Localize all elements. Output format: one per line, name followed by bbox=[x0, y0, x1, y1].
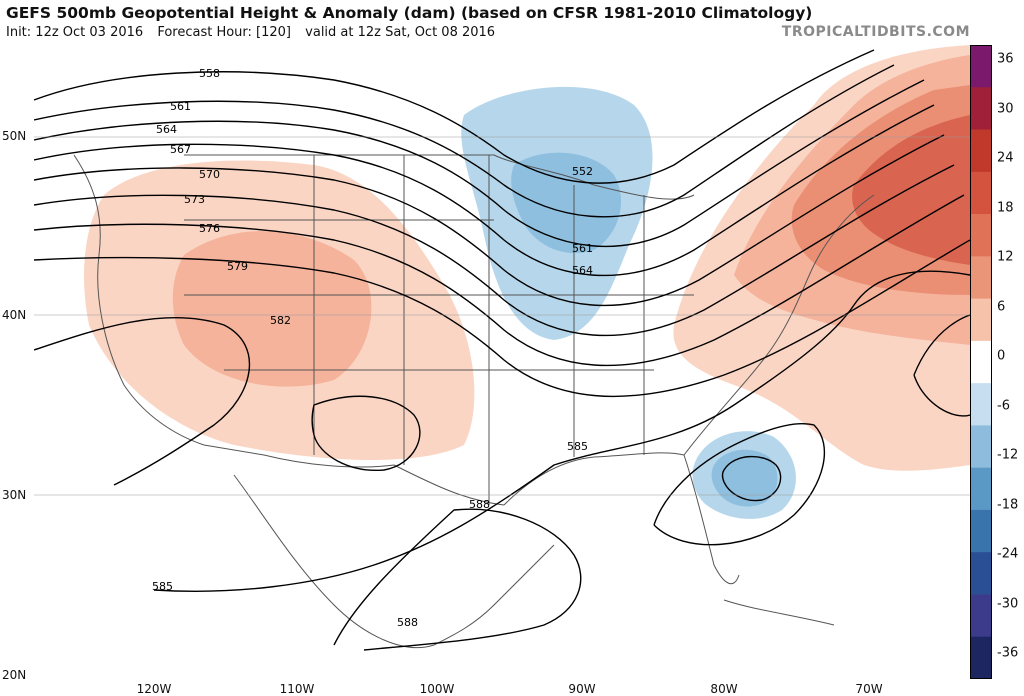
lon-label: 110W bbox=[279, 682, 315, 696]
contour-label: 588 bbox=[397, 616, 418, 629]
lon-label: 90W bbox=[568, 682, 596, 696]
colorbar-tick-label: 6 bbox=[997, 299, 1006, 314]
colorbar-segment bbox=[970, 509, 992, 553]
valid-time: valid at 12z Sat, Oct 08 2016 bbox=[305, 25, 496, 40]
lon-label: 80W bbox=[710, 682, 738, 696]
us-mexico-border bbox=[203, 444, 505, 506]
warm-anomaly-east-4 bbox=[852, 115, 970, 265]
chart-subtitle: Init: 12z Oct 03 2016 Forecast Hour: [12… bbox=[6, 25, 505, 40]
colorbar-tick-label: -6 bbox=[997, 398, 1010, 413]
gulf-coast bbox=[503, 452, 740, 585]
colorbar-tick-label: 36 bbox=[997, 51, 1014, 67]
contour-label: 570 bbox=[199, 168, 220, 181]
contour-label: 585 bbox=[152, 580, 173, 593]
lon-label: 120W bbox=[136, 682, 172, 696]
height-contours bbox=[34, 49, 970, 651]
colorbar-segment bbox=[970, 383, 992, 426]
colorbar-segment bbox=[970, 256, 992, 300]
contour-588-a bbox=[333, 508, 582, 651]
colorbar-tick-label: -30 bbox=[997, 596, 1019, 611]
chart-title: GEFS 500mb Geopotential Height & Anomaly… bbox=[6, 4, 813, 22]
colorbar-tick-label: 18 bbox=[997, 200, 1014, 215]
colorbar-tick-label: -18 bbox=[997, 497, 1019, 512]
contour-label: 588 bbox=[469, 498, 490, 511]
colorbar-segment bbox=[970, 552, 992, 595]
colorbar-segment bbox=[970, 214, 992, 257]
contour-label: 585 bbox=[567, 440, 588, 453]
contour-label: 564 bbox=[156, 123, 177, 136]
contour-label: 561 bbox=[170, 100, 191, 113]
warm-anomaly-west-inner bbox=[172, 231, 372, 387]
colorbar-segment bbox=[970, 45, 992, 88]
colorbar-segment bbox=[970, 425, 992, 469]
contour-588-b bbox=[653, 423, 826, 546]
contour-564 bbox=[34, 79, 925, 248]
colorbar-segment bbox=[970, 87, 992, 131]
mexico-coast bbox=[233, 474, 555, 649]
cool-anomaly-north-inner bbox=[511, 152, 622, 254]
contour-561 bbox=[34, 64, 895, 218]
lat-label: 40N bbox=[2, 308, 27, 322]
contour-label: 567 bbox=[170, 143, 191, 156]
colorbar-segment bbox=[970, 636, 992, 679]
contour-label: 558 bbox=[199, 67, 220, 80]
contour-low-se bbox=[721, 455, 782, 502]
graticule bbox=[34, 136, 970, 496]
init-time: Init: 12z Oct 03 2016 bbox=[6, 25, 144, 40]
contour-ring-east bbox=[913, 314, 970, 417]
colorbar-segment bbox=[970, 594, 992, 638]
anomaly-shading bbox=[84, 45, 970, 519]
colorbar-tick-label: 0 bbox=[997, 348, 1006, 364]
cuba bbox=[723, 599, 835, 626]
west-coast bbox=[73, 154, 205, 446]
colorbar-tick-label: -36 bbox=[997, 645, 1019, 661]
colorbar-segments bbox=[970, 45, 992, 679]
contour-label: 561 bbox=[572, 242, 593, 255]
lat-label: 50N bbox=[2, 129, 27, 143]
colorbar bbox=[970, 45, 992, 679]
contour-585-a bbox=[153, 270, 970, 592]
colorbar-tick-label: 12 bbox=[997, 249, 1014, 265]
colorbar-frame bbox=[970, 45, 992, 679]
contour-labels: 558 561 564 567 570 573 576 579 582 585 … bbox=[152, 67, 593, 629]
lat-label: 20N bbox=[2, 668, 27, 682]
colorbar-tick-label: -12 bbox=[997, 447, 1019, 463]
contour-579 bbox=[34, 239, 970, 398]
colorbar-tick-label: -24 bbox=[997, 546, 1019, 562]
lon-label: 100W bbox=[419, 682, 455, 696]
colorbar-segment bbox=[970, 340, 992, 384]
colorbar-tick-label: 30 bbox=[997, 101, 1014, 116]
colorbar-tick-label: 24 bbox=[997, 150, 1014, 166]
colorbar-segment bbox=[970, 298, 992, 342]
contour-585-b bbox=[311, 395, 421, 471]
contour-label: 576 bbox=[199, 222, 220, 235]
contour-582 bbox=[34, 316, 251, 486]
contour-567 bbox=[34, 104, 935, 277]
contour-573 bbox=[34, 164, 955, 337]
forecast-hour: Forecast Hour: [120] bbox=[157, 25, 292, 40]
colorbar-segment bbox=[970, 467, 992, 511]
contour-558 bbox=[34, 49, 875, 184]
colorbar-segment bbox=[970, 171, 992, 215]
lon-label: 70W bbox=[855, 682, 883, 696]
weather-map: 558 561 564 567 570 573 576 579 582 585 … bbox=[34, 45, 970, 679]
lat-label: 30N bbox=[2, 488, 27, 502]
contour-576 bbox=[34, 194, 965, 367]
colorbar-segment bbox=[970, 129, 992, 173]
contour-label: 564 bbox=[572, 264, 593, 277]
contour-label: 582 bbox=[270, 314, 291, 327]
contour-570 bbox=[34, 134, 945, 307]
contour-label: 573 bbox=[184, 193, 205, 206]
contour-label: 579 bbox=[227, 260, 248, 273]
brand-watermark: TROPICALTIDBITS.COM bbox=[781, 24, 970, 40]
contour-label: 552 bbox=[572, 165, 593, 178]
us-canada-border bbox=[184, 154, 695, 200]
